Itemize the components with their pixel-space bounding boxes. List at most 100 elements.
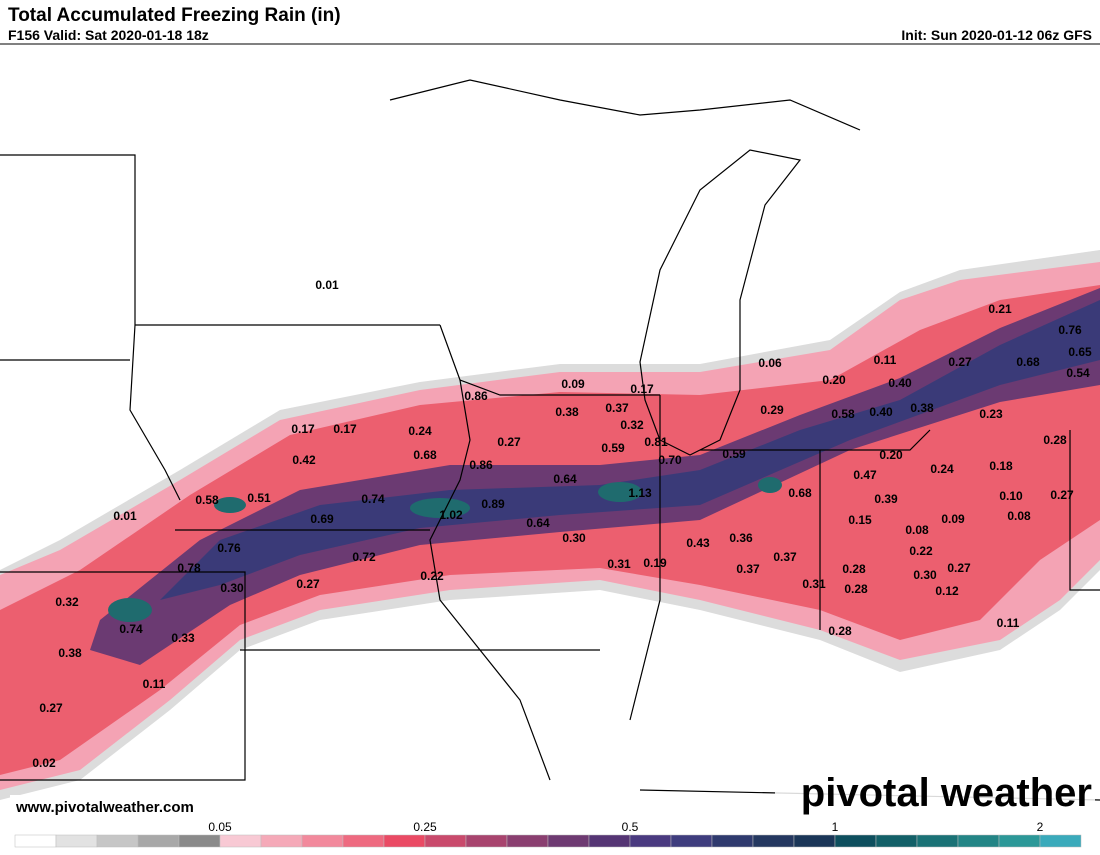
value-label: 0.27 [1050,488,1074,502]
value-label: 0.01 [315,278,339,292]
value-label: 1.02 [439,508,463,522]
colorbar-label: 0.05 [208,820,232,834]
colorbar-swatch [506,834,549,848]
value-label: 0.21 [988,302,1012,316]
value-label: 0.68 [413,448,437,462]
core [108,598,152,622]
value-label: 0.17 [333,422,357,436]
value-label: 0.38 [58,646,82,660]
value-label: 0.18 [989,459,1013,473]
value-label: 0.31 [802,577,826,591]
value-label: 0.27 [497,435,521,449]
value-label: 0.38 [555,405,579,419]
colorbar-swatch [178,834,221,848]
value-label: 0.37 [736,562,760,576]
value-label: 0.86 [464,389,488,403]
value-label: 0.11 [874,353,897,367]
value-label: 0.72 [352,550,376,564]
init-time: Init: Sun 2020-01-12 06z GFS [901,27,1092,43]
map: 0.01 0.06 0.21 0.76 0.65 0.54 0.68 0.11 0.27 0.20… [0,79,1100,801]
value-label: 0.09 [561,377,585,391]
value-label: 0.27 [296,577,320,591]
value-label: 0.33 [171,631,195,645]
colorbar-swatch [834,834,877,848]
colorbar-swatch [342,834,385,848]
colorbar: 0.05 0.25 0.5 1 2 [14,820,1082,848]
band-navy [160,300,1100,600]
colorbar-swatch [14,834,57,848]
value-label: 0.10 [999,489,1023,503]
value-label: 0.70 [658,453,682,467]
value-label: 0.86 [469,458,493,472]
value-label: 0.24 [930,462,954,476]
colorbar-swatch [383,834,426,848]
value-label: 0.58 [195,493,219,507]
core [598,482,642,502]
value-label: 0.74 [119,622,143,636]
value-label: 0.08 [1007,509,1031,523]
value-label: 0.31 [607,557,631,571]
value-label: 0.20 [879,448,903,462]
value-label: 0.69 [310,512,334,526]
value-label: 0.08 [905,523,929,537]
value-label: 0.28 [1043,433,1067,447]
colorbar-swatch [260,834,303,848]
value-label: 0.59 [601,441,625,455]
value-label: 1.13 [628,486,652,500]
value-label: 0.17 [291,422,315,436]
value-labels: 0.01 0.06 0.21 0.76 0.65 0.54 0.68 0.11 0.27 0.20… [32,278,1092,770]
colorbar-label: 1 [832,820,839,834]
value-label: 0.38 [910,401,934,415]
core [758,477,782,493]
colorbar-swatch [219,834,262,848]
website-bg [10,795,225,817]
value-label: 0.15 [848,513,872,527]
value-label: 0.11 [143,677,166,691]
colorbar-swatch [916,834,959,848]
value-label: 0.32 [620,418,644,432]
value-label: 0.23 [979,407,1003,421]
colorbar-swatch [793,834,836,848]
value-label: 0.37 [773,550,797,564]
value-label: 0.36 [729,531,753,545]
value-label: 0.11 [997,616,1020,630]
band-purple [90,288,1100,665]
value-label: 0.27 [39,701,63,715]
value-label: 0.68 [788,486,812,500]
colorbar-swatch [711,834,754,848]
colorbar-swatch [957,834,1000,848]
value-label: 0.01 [113,509,137,523]
colorbar-swatch [875,834,918,848]
colorbar-label: 0.25 [413,820,437,834]
value-label: 0.17 [630,382,654,396]
brand-bg [775,770,1095,820]
website: www.pivotalweather.com [15,799,194,816]
value-label: 0.09 [941,512,965,526]
value-label: 0.43 [686,536,710,550]
value-label: 0.64 [553,472,577,486]
colorbar-swatch [670,834,713,848]
value-label: 0.30 [220,581,244,595]
value-label: 0.06 [758,356,782,370]
value-label: 0.40 [888,376,912,390]
value-label: 0.28 [828,624,852,638]
core [214,497,246,513]
header-bg [0,0,1100,44]
value-label: 0.27 [947,561,971,575]
value-label: 0.12 [935,584,959,598]
value-label: 0.30 [913,568,937,582]
value-label: 0.30 [562,531,586,545]
colorbar-swatch [301,834,344,848]
value-label: 0.02 [32,756,56,770]
value-label: 0.42 [292,453,316,467]
value-label: 0.51 [247,491,271,505]
value-label: 0.29 [760,403,784,417]
value-label: 0.76 [217,541,241,555]
value-label: 0.68 [1016,355,1040,369]
value-label: 0.27 [948,355,972,369]
title: Total Accumulated Freezing Rain (in) [8,5,341,26]
brand: pivotal weather [801,771,1092,815]
value-label: 0.58 [831,407,855,421]
value-label: 0.28 [844,582,868,596]
